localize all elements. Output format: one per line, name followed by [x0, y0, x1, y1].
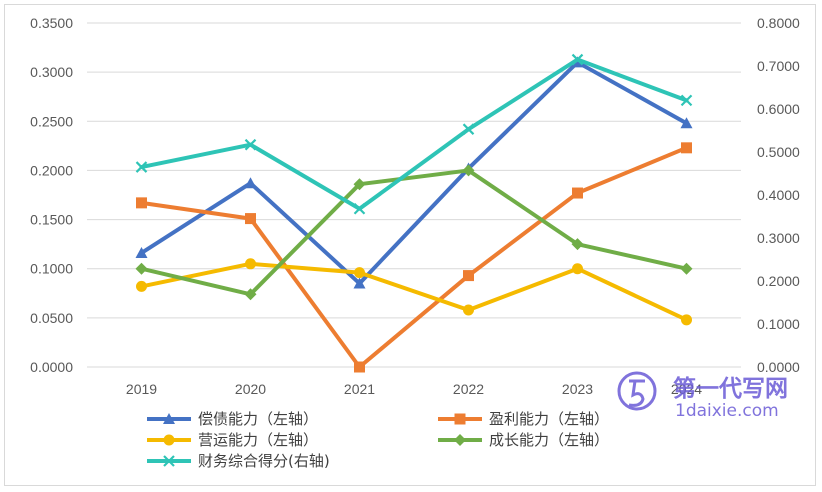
series-1: [135, 56, 693, 289]
series-4: [135, 164, 693, 301]
right-axis-tick-label: 0.8000: [757, 15, 800, 31]
data-point-square: [354, 361, 365, 373]
right-axis-tick-label: 0.4000: [757, 187, 800, 203]
legend-item: 偿债能力（左轴）: [147, 410, 318, 428]
gridlines: [87, 22, 741, 368]
right-axis-tick-label: 0.0000: [757, 359, 800, 375]
data-point-diamond: [462, 164, 475, 177]
legend-label: 财务综合得分(右轴): [198, 452, 330, 470]
right-axis-tick-label: 0.3000: [757, 230, 800, 246]
data-point-x: [680, 94, 693, 107]
series-line: [139, 60, 689, 286]
right-axis-tick-label: 0.2000: [757, 273, 800, 289]
x-axis-tick-label: 2021: [344, 381, 375, 397]
legend-item: 盈利能力（左轴）: [438, 410, 609, 428]
watermark-url-text: 1daixie.com: [675, 401, 779, 421]
data-point-square: [245, 213, 256, 225]
legend-marker: [163, 455, 175, 467]
chart-frame: 0.0000 0.0500 0.1000 0.1500 0.2000 0.2500 0.30…: [4, 4, 816, 486]
left-axis-tick-label: 0.2500: [30, 113, 73, 129]
data-point-circle: [354, 267, 365, 279]
legend: 偿债能力（左轴） 盈利能力（左轴） 营运能力（左轴） 成长能力（左轴） 财务综合得分(右…: [147, 410, 609, 470]
watermark: 第一代写网 1daixie.com: [617, 371, 788, 421]
data-point-x: [462, 123, 475, 135]
data-point-circle: [572, 263, 583, 275]
data-point-diamond: [571, 238, 584, 251]
data-point-x: [135, 161, 148, 173]
legend-marker: [163, 434, 175, 446]
x-axis-ticks: 2019 2020 2021 2022 2023 2024: [126, 381, 702, 397]
x-axis-tick-label: 2019: [126, 381, 157, 397]
data-point-x: [571, 53, 584, 66]
data-point-square: [136, 197, 147, 209]
data-point-diamond: [680, 262, 693, 275]
right-axis-tick-label: 0.7000: [757, 58, 800, 74]
left-axis-tick-label: 0.2000: [30, 162, 73, 178]
series-2: [136, 142, 692, 373]
right-axis-tick-label: 0.1000: [757, 316, 800, 332]
legend-label: 盈利能力（左轴）: [489, 410, 609, 428]
legend-label: 成长能力（左轴）: [489, 431, 609, 449]
data-point-triangle: [680, 117, 693, 129]
x-axis-tick-label: 2024: [671, 381, 702, 397]
data-point-square: [572, 187, 583, 199]
left-axis-tick-label: 0.0500: [30, 310, 73, 326]
legend-item: 成长能力（左轴）: [438, 431, 609, 449]
legend-marker: [454, 413, 466, 425]
data-point-square: [463, 270, 474, 282]
legend-label: 营运能力（左轴）: [198, 431, 318, 449]
data-point-diamond: [244, 288, 257, 301]
data-point-circle: [681, 314, 692, 326]
series-5: [135, 53, 693, 215]
data-point-circle: [463, 304, 474, 316]
left-axis-tick-label: 0.1500: [30, 212, 73, 228]
legend-marker: [163, 413, 175, 424]
left-axis-tick-label: 0.1000: [30, 261, 73, 277]
x-axis-tick-label: 2020: [235, 381, 266, 397]
left-axis-ticks: 0.0000 0.0500 0.1000 0.1500 0.2000 0.2500 0.30…: [30, 15, 73, 375]
right-axis-tick-label: 0.5000: [757, 144, 800, 160]
legend-marker: [454, 434, 466, 446]
data-point-triangle: [135, 246, 148, 258]
series-line: [139, 261, 689, 322]
data-point-x: [244, 138, 257, 151]
data-point-triangle: [244, 177, 257, 189]
right-axis-ticks: 0.0000 0.1000 0.2000 0.3000 0.4000 0.5000 0.60…: [757, 15, 800, 375]
watermark-logo-text: 第一代写网: [673, 375, 788, 402]
series-line: [139, 145, 689, 369]
data-point-square: [681, 142, 692, 154]
legend-label: 偿债能力（左轴）: [198, 410, 318, 428]
left-axis-tick-label: 0.3500: [30, 15, 73, 31]
line-chart: 0.0000 0.0500 0.1000 0.1500 0.2000 0.2500 0.30…: [30, 15, 800, 470]
data-point-triangle: [353, 277, 366, 289]
x-axis-tick-label: 2023: [562, 381, 593, 397]
series-lines: [135, 53, 693, 373]
data-point-circle: [245, 258, 256, 270]
data-point-x: [353, 202, 366, 215]
left-axis-tick-label: 0.3000: [30, 64, 73, 80]
series-line: [139, 168, 689, 297]
left-axis-tick-label: 0.0000: [30, 359, 73, 375]
data-point-diamond: [135, 262, 148, 275]
data-point-diamond: [353, 178, 366, 191]
legend-item: 财务综合得分(右轴): [147, 452, 330, 470]
right-axis-tick-label: 0.6000: [757, 101, 800, 117]
watermark-logo-icon: [617, 371, 657, 411]
series-line: [139, 57, 689, 211]
legend-item: 营运能力（左轴）: [147, 431, 318, 449]
x-axis-tick-label: 2022: [453, 381, 484, 397]
series-3: [136, 258, 692, 326]
data-point-circle: [136, 280, 147, 292]
